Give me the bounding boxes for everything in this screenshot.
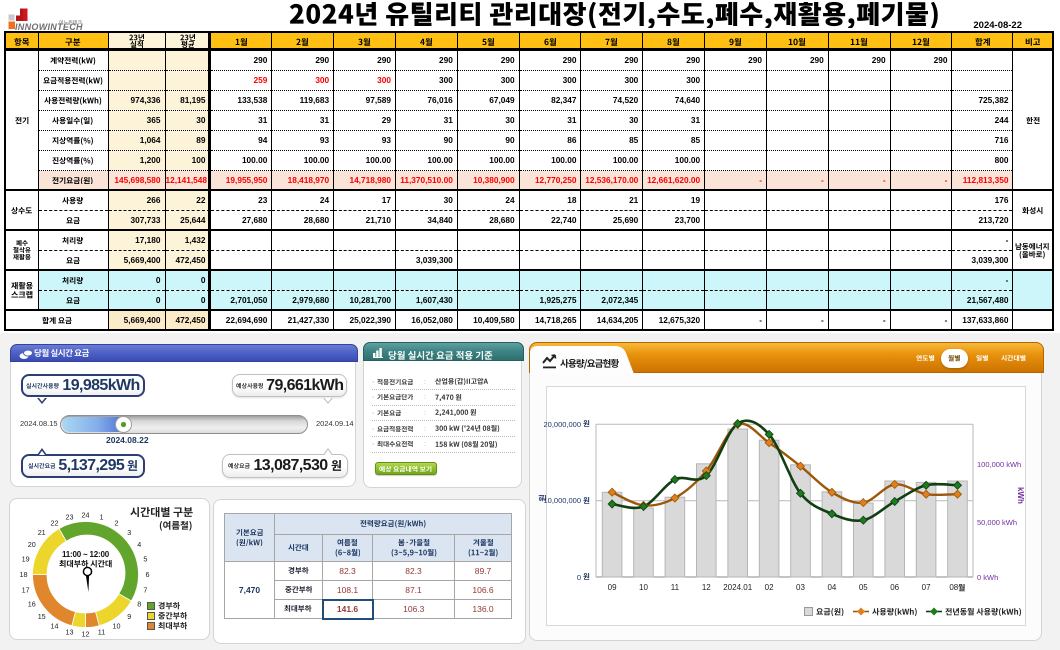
svg-text:12: 12 bbox=[82, 629, 90, 638]
svg-text:10: 10 bbox=[113, 621, 121, 630]
svg-text:7: 7 bbox=[143, 585, 147, 594]
svg-text:14: 14 bbox=[51, 621, 59, 630]
svg-text:22: 22 bbox=[51, 518, 59, 527]
svg-text:19: 19 bbox=[22, 555, 30, 564]
svg-text:2: 2 bbox=[115, 518, 119, 527]
svg-text:4: 4 bbox=[137, 540, 141, 549]
svg-text:5: 5 bbox=[143, 555, 147, 564]
svg-text:3: 3 bbox=[127, 528, 131, 537]
svg-text:23: 23 bbox=[66, 512, 74, 521]
svg-text:6: 6 bbox=[146, 570, 150, 579]
svg-text:21: 21 bbox=[38, 528, 46, 537]
svg-text:15: 15 bbox=[38, 612, 46, 621]
svg-text:11: 11 bbox=[98, 627, 105, 636]
svg-text:9: 9 bbox=[127, 612, 131, 621]
svg-text:16: 16 bbox=[28, 600, 36, 609]
svg-text:13: 13 bbox=[66, 627, 74, 636]
svg-text:1: 1 bbox=[100, 512, 104, 521]
svg-text:24: 24 bbox=[82, 510, 90, 519]
svg-text:18: 18 bbox=[20, 570, 28, 579]
svg-text:17: 17 bbox=[22, 585, 30, 594]
svg-text:8: 8 bbox=[137, 600, 141, 609]
svg-text:20: 20 bbox=[28, 540, 36, 549]
